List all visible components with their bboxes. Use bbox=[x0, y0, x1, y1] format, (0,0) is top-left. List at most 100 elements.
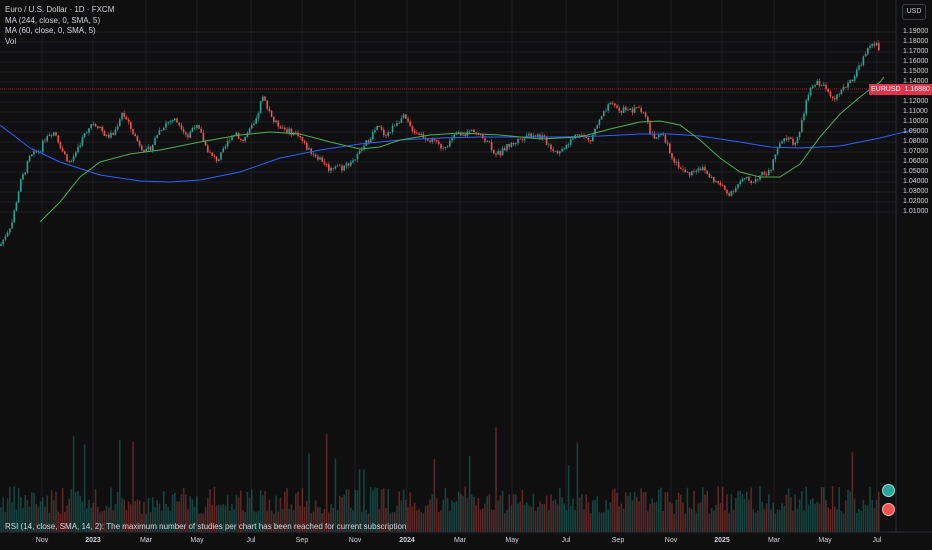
candle-body bbox=[680, 167, 682, 169]
volume-bar bbox=[501, 490, 504, 532]
volume-bar bbox=[97, 506, 99, 532]
candle-body bbox=[288, 128, 290, 133]
ma-60-legend[interactable]: MA (60, close, 0, SMA, 5) bbox=[5, 26, 96, 35]
volume-bar bbox=[563, 503, 565, 532]
candle-body bbox=[818, 80, 821, 86]
volume-bar bbox=[31, 492, 33, 532]
candle-body bbox=[603, 111, 605, 117]
candle-body bbox=[11, 222, 13, 229]
volume-bar bbox=[704, 494, 706, 532]
volume-bar bbox=[671, 503, 673, 532]
candle-body bbox=[299, 136, 301, 138]
symbol-title[interactable]: Euro / U.S. Dollar · 1D · FXCM bbox=[5, 5, 115, 14]
volume-bar bbox=[92, 502, 95, 532]
currency-button[interactable]: USD bbox=[902, 4, 926, 20]
y-tick-label: 1.18000 bbox=[903, 38, 929, 45]
candle-body bbox=[814, 84, 816, 87]
volume-legend[interactable]: Vol bbox=[5, 36, 17, 46]
volume-bar bbox=[796, 508, 799, 532]
candle-body bbox=[719, 182, 722, 186]
candle-body bbox=[873, 43, 876, 46]
candle-body bbox=[493, 149, 495, 154]
volume-bar bbox=[746, 491, 748, 532]
candle-body bbox=[757, 178, 759, 180]
x-tick-label: 2024 bbox=[399, 537, 415, 544]
volume-bar bbox=[101, 511, 103, 532]
candle-body bbox=[807, 95, 810, 101]
volume-bar bbox=[416, 510, 418, 532]
volume-bar bbox=[33, 493, 35, 532]
volume-bar bbox=[44, 506, 46, 532]
candle-body bbox=[462, 134, 464, 136]
volume-bar bbox=[741, 494, 744, 532]
volume-bar bbox=[374, 487, 376, 532]
volume-bar bbox=[455, 501, 458, 532]
candle-body bbox=[556, 150, 559, 154]
volume-bar bbox=[121, 498, 123, 532]
volume-bar bbox=[565, 509, 568, 532]
x-tick-label: Mar bbox=[453, 537, 467, 544]
volume-bars bbox=[0, 427, 880, 532]
candle-body bbox=[730, 191, 733, 196]
volume-bar bbox=[178, 501, 180, 532]
volume-bar bbox=[2, 497, 4, 532]
x-tick-label: Nov bbox=[348, 537, 362, 544]
gear-icon[interactable] bbox=[882, 484, 895, 497]
volume-bar bbox=[154, 507, 156, 532]
candle-body bbox=[28, 156, 31, 162]
volume-bar bbox=[462, 496, 464, 532]
volume-bar bbox=[213, 486, 216, 532]
candle-body bbox=[306, 142, 308, 150]
volume-bar bbox=[651, 498, 653, 532]
candle-body bbox=[270, 110, 273, 117]
volume-bar bbox=[64, 511, 66, 532]
y-tick-label: 1.15000 bbox=[903, 68, 929, 75]
candle-body bbox=[0, 244, 2, 246]
volume-bar bbox=[279, 497, 282, 532]
candle-body bbox=[345, 163, 348, 166]
volume-bar bbox=[823, 487, 825, 532]
volume-bar bbox=[317, 507, 319, 532]
candle-body bbox=[717, 181, 719, 183]
candle-body bbox=[543, 135, 546, 137]
candle-body bbox=[856, 69, 858, 77]
candle-body bbox=[669, 143, 671, 154]
volume-bar bbox=[607, 509, 609, 532]
candle-body bbox=[779, 143, 781, 149]
candle-body bbox=[845, 86, 847, 88]
last-price-symbol: EURUSD bbox=[871, 86, 901, 93]
volume-bar bbox=[127, 501, 130, 532]
candle-body bbox=[466, 131, 469, 137]
candle-body bbox=[539, 134, 541, 139]
alert-icon[interactable] bbox=[882, 503, 895, 516]
volume-bar bbox=[759, 486, 761, 532]
candle-body bbox=[495, 153, 497, 155]
candle-body bbox=[809, 87, 812, 96]
volume-bar bbox=[438, 511, 440, 532]
volume-bar bbox=[761, 502, 763, 532]
volume-bar bbox=[849, 491, 851, 532]
volume-bar bbox=[156, 500, 158, 532]
candle-body bbox=[198, 125, 200, 129]
candle-body bbox=[121, 112, 123, 120]
candle-body bbox=[671, 153, 673, 159]
x-tick-label: Mar bbox=[767, 537, 781, 544]
volume-bar bbox=[750, 487, 752, 532]
volume-bar bbox=[805, 486, 807, 532]
ma-244-legend[interactable]: MA (244, close, 0, SMA, 5) bbox=[5, 15, 101, 25]
volume-bar bbox=[523, 504, 526, 532]
volume-bar bbox=[618, 506, 620, 532]
candle-body bbox=[341, 165, 343, 171]
candle-body bbox=[273, 116, 275, 123]
y-tick-label: 1.14000 bbox=[903, 78, 929, 85]
ma-60-line bbox=[39, 76, 885, 223]
candle-body bbox=[561, 148, 563, 152]
candle-body bbox=[686, 172, 689, 173]
candle-body bbox=[849, 79, 851, 83]
volume-bar bbox=[145, 513, 147, 532]
candle-body bbox=[697, 168, 700, 171]
volume-bar bbox=[88, 499, 90, 532]
candle-body bbox=[240, 138, 242, 140]
volume-bar bbox=[664, 492, 667, 532]
